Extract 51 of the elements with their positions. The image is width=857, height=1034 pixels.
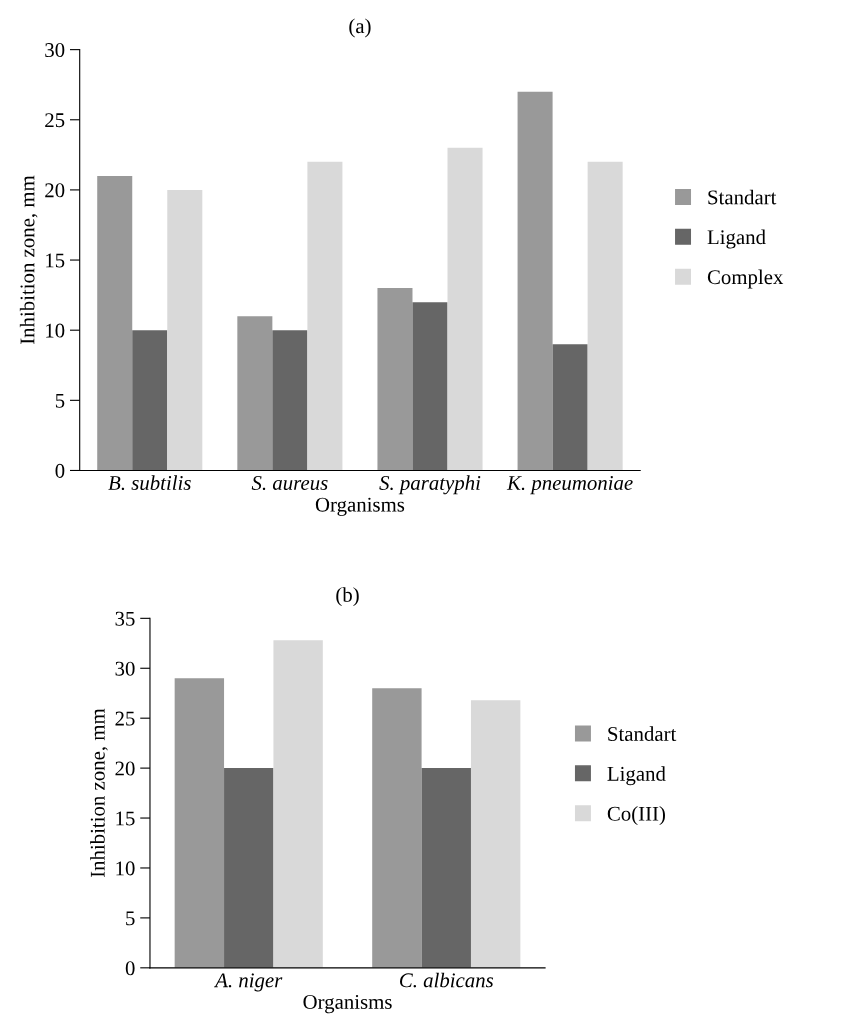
x-tick-label: S. paratyphi (379, 475, 481, 495)
bar (272, 330, 308, 471)
bar (224, 768, 274, 968)
chart-title: (b) (336, 587, 359, 607)
x-tick-label: K. pneumoniae (506, 475, 633, 495)
bar (273, 640, 323, 968)
bar (97, 175, 133, 471)
bar (174, 678, 225, 968)
bar (372, 688, 422, 968)
y-tick-label: 35 (115, 611, 135, 626)
x-tick-label: B. subtilis (108, 475, 191, 491)
y-tick-label: 5 (55, 393, 65, 408)
chart-title: (a) (349, 18, 371, 38)
y-tick-label: 0 (55, 463, 65, 478)
legend-label: Ligand (707, 229, 766, 249)
y-tick-label: 30 (115, 661, 135, 676)
y-axis-title: Inhibition zone, mm (19, 175, 38, 345)
y-axis-title: Inhibition zone, mm (90, 708, 108, 878)
y-tick-label: 5 (126, 911, 135, 926)
y-tick-label: 30 (45, 43, 65, 58)
x-tick-label: S. aureus (251, 475, 328, 491)
x-axis-title: Organisms (315, 497, 405, 516)
bar (447, 147, 483, 471)
legend-label: Complex (707, 269, 784, 289)
bar (552, 344, 588, 471)
y-tick-label: 20 (45, 183, 65, 198)
bar (421, 768, 471, 968)
bar (412, 302, 448, 471)
y-tick-label: 15 (116, 811, 135, 826)
bar (377, 288, 413, 471)
y-tick-label: 0 (125, 961, 135, 976)
x-tick-label: A. niger (214, 973, 283, 992)
bar (132, 330, 168, 471)
y-tick-label: 25 (45, 113, 65, 128)
x-axis-title: Organisms (303, 994, 392, 1014)
y-tick-label: 10 (46, 323, 65, 338)
y-tick-label: 10 (116, 861, 135, 876)
bar (470, 700, 521, 968)
bar (167, 189, 203, 471)
legend-label: Standart (708, 189, 777, 205)
bar (587, 161, 623, 471)
x-tick-label: C. albicans (399, 972, 494, 988)
bar (517, 91, 553, 471)
legend-label: Standart (608, 726, 677, 741)
bar (237, 316, 273, 471)
y-tick-label: 20 (115, 761, 135, 776)
legend-label: Ligand (607, 766, 666, 786)
bar (307, 161, 343, 471)
y-tick-label: 15 (46, 253, 65, 268)
y-tick-label: 25 (115, 711, 135, 726)
legend-label: Co(III) (607, 806, 665, 825)
